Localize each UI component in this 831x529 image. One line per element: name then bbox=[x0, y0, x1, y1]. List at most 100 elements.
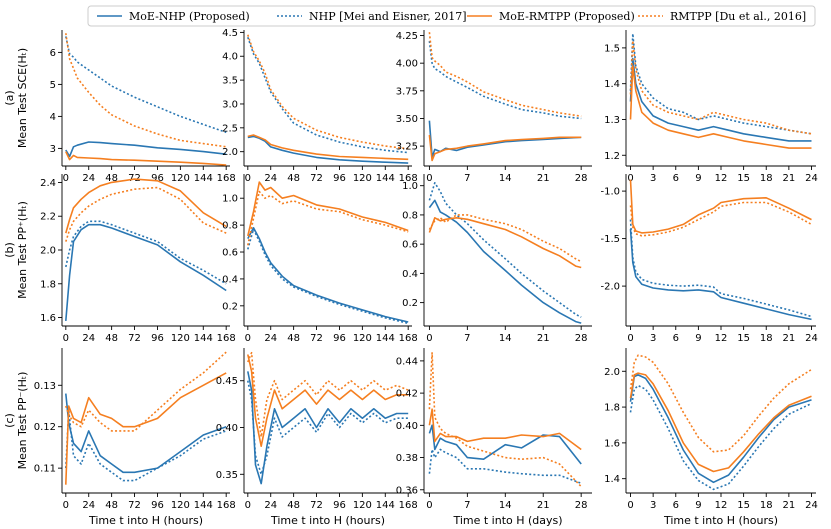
series-line bbox=[65, 223, 227, 321]
x-tick-label: 24 bbox=[264, 500, 277, 511]
series-line bbox=[65, 351, 227, 432]
x-tick-label: 9 bbox=[695, 333, 701, 344]
series-line bbox=[247, 354, 409, 448]
y-tick-label: -2.0 bbox=[600, 282, 620, 293]
legend-label: MoE-NHP (Proposed) bbox=[129, 10, 250, 23]
chart-panel: 0 3 6 9 12 15 18 21 24 1.4 1.6 1.8 2.0 bbox=[604, 348, 818, 511]
y-tick-label: 3.5 bbox=[222, 76, 238, 87]
x-tick-label: 3 bbox=[650, 500, 656, 511]
x-tick-label: 14 bbox=[499, 333, 512, 344]
series-line bbox=[629, 179, 812, 234]
x-tick-label: 0 bbox=[627, 500, 633, 511]
x-tick-label: 24 bbox=[805, 333, 818, 344]
x-tick-label: 72 bbox=[310, 333, 323, 344]
legend: MoE-NHP (Proposed) NHP [Mei and Eisner, 2… bbox=[87, 5, 816, 27]
series-line bbox=[65, 151, 227, 166]
series-line bbox=[247, 134, 409, 161]
y-tick-label: 3 bbox=[50, 144, 56, 155]
x-tick-label: 21 bbox=[782, 333, 795, 344]
y-tick-label: 0.35 bbox=[216, 470, 238, 481]
series-line bbox=[247, 135, 409, 164]
x-tick-label: 168 bbox=[399, 500, 418, 511]
x-tick-label: 18 bbox=[760, 173, 773, 184]
y-tick-label: 4 bbox=[50, 112, 56, 123]
series-line bbox=[428, 448, 582, 485]
x-tick-label: 24 bbox=[264, 333, 277, 344]
x-tick-label: 12 bbox=[715, 333, 728, 344]
chart-panel: 0 24 48 72 96 120 144 168 0.2 0.4 0.6 0.8 1.0 bbox=[222, 174, 418, 344]
chart-panel: 0 7 14 21 28 0.36 0.38 0.40 0.42 0.44 bbox=[396, 348, 592, 511]
x-tick-label: 72 bbox=[310, 500, 323, 511]
series-line bbox=[247, 36, 409, 154]
series-line bbox=[65, 178, 227, 234]
y-tick-label: 3.0 bbox=[222, 99, 238, 110]
y-tick-label: 1.3 bbox=[604, 115, 620, 126]
x-tick-label: 144 bbox=[376, 333, 395, 344]
series-line bbox=[428, 217, 582, 269]
y-tick-label: 1.6 bbox=[40, 313, 56, 324]
x-axis-label: Time t into H (hours) bbox=[663, 514, 778, 527]
y-axis-label: Mean Test SCE(Hₜ) bbox=[16, 48, 29, 148]
x-tick-label: 48 bbox=[287, 500, 300, 511]
series-line bbox=[247, 351, 409, 438]
x-tick-label: 72 bbox=[310, 173, 323, 184]
x-tick-label: 96 bbox=[151, 333, 164, 344]
legend-item: RMTPP [Du et al., 2016] bbox=[638, 10, 806, 23]
y-tick-label: 1.5 bbox=[604, 43, 620, 54]
y-tick-label: 3.75 bbox=[396, 86, 418, 97]
x-tick-label: 6 bbox=[673, 333, 679, 344]
x-tick-label: 24 bbox=[82, 500, 95, 511]
series-line bbox=[629, 201, 812, 237]
chart-panel: 0 3 6 9 12 15 18 21 24 1.2 1.3 1.4 1.5 bbox=[604, 30, 818, 184]
series-line bbox=[629, 374, 812, 484]
y-tick-label: 0.6 bbox=[402, 240, 418, 251]
y-tick-label: 1.4 bbox=[604, 79, 620, 90]
x-tick-label: 0 bbox=[426, 173, 432, 184]
series-line bbox=[629, 39, 812, 135]
series-line bbox=[428, 199, 582, 324]
x-axis-label: Time t into H (hours) bbox=[88, 514, 203, 527]
x-tick-label: 144 bbox=[194, 500, 213, 511]
x-tick-label: 9 bbox=[695, 500, 701, 511]
x-tick-label: 3 bbox=[650, 333, 656, 344]
x-tick-label: 24 bbox=[82, 173, 95, 184]
x-tick-label: 120 bbox=[171, 333, 190, 344]
series-line bbox=[428, 41, 582, 120]
y-tick-label: 4.25 bbox=[396, 31, 418, 42]
y-tick-label: 2.4 bbox=[40, 178, 56, 189]
x-tick-label: 0 bbox=[63, 173, 69, 184]
y-tick-label: -1.5 bbox=[600, 234, 620, 245]
x-tick-label: 120 bbox=[353, 500, 372, 511]
y-tick-label: 2.0 bbox=[222, 147, 238, 158]
x-tick-label: 15 bbox=[737, 500, 750, 511]
y-tick-label: 2.5 bbox=[222, 123, 238, 134]
x-tick-label: 15 bbox=[737, 173, 750, 184]
x-tick-label: 120 bbox=[171, 500, 190, 511]
series-line bbox=[428, 351, 582, 488]
y-tick-label: 4.00 bbox=[396, 59, 418, 70]
x-tick-label: 0 bbox=[426, 500, 432, 511]
x-tick-label: 168 bbox=[399, 333, 418, 344]
x-tick-label: 28 bbox=[575, 173, 588, 184]
x-tick-label: 28 bbox=[575, 333, 588, 344]
y-tick-label: 2.2 bbox=[40, 212, 56, 223]
x-tick-label: 144 bbox=[194, 173, 213, 184]
x-tick-label: 96 bbox=[151, 173, 164, 184]
y-tick-label: 0.36 bbox=[396, 485, 418, 496]
x-tick-label: 96 bbox=[333, 173, 346, 184]
y-tick-label: 0.40 bbox=[396, 421, 418, 432]
y-axis-label: Mean Test PP⁺(Hₜ) bbox=[16, 201, 29, 299]
row-labels: (a) Mean Test SCE(Hₜ) (b) Mean Test PP⁺(Hₜ)… bbox=[3, 48, 29, 470]
x-tick-label: 120 bbox=[353, 173, 372, 184]
legend-item: MoE-RMTPP (Proposed) bbox=[467, 10, 635, 23]
y-tick-label: 0.6 bbox=[222, 248, 238, 259]
y-tick-label: 0.2 bbox=[402, 298, 418, 309]
y-axis-label: Mean Test PP⁻(Hₜ) bbox=[16, 372, 29, 470]
series-line bbox=[65, 393, 227, 474]
x-tick-label: 7 bbox=[464, 333, 470, 344]
series-line bbox=[428, 182, 582, 318]
x-tick-label: 96 bbox=[151, 500, 164, 511]
series-line bbox=[65, 33, 227, 148]
x-axis-label: Time t into H (hours) bbox=[270, 514, 385, 527]
